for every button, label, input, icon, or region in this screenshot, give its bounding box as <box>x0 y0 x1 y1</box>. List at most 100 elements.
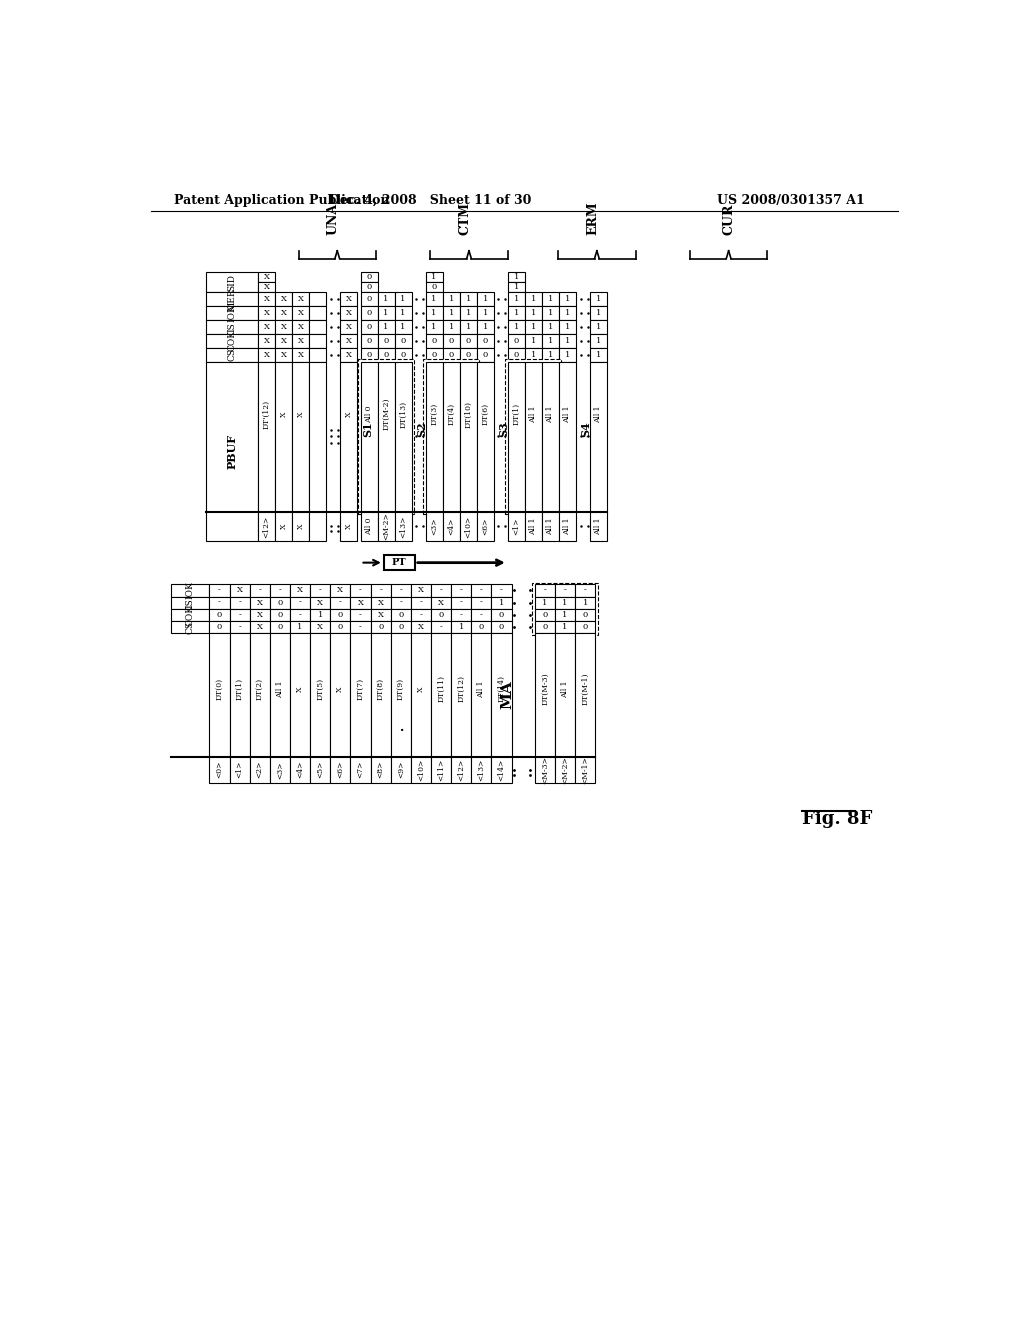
Bar <box>378 321 394 334</box>
Text: -: - <box>480 599 483 607</box>
Text: 0: 0 <box>400 351 406 359</box>
Bar <box>258 306 275 321</box>
Text: 1: 1 <box>482 296 488 304</box>
Bar <box>535 609 555 622</box>
Bar <box>171 622 209 634</box>
Text: 1: 1 <box>514 309 519 317</box>
Bar <box>331 609 350 622</box>
Text: IOK: IOK <box>185 581 195 599</box>
Text: SID: SID <box>227 273 237 290</box>
Text: X: X <box>281 296 287 304</box>
Bar <box>542 512 559 541</box>
Bar <box>340 334 357 348</box>
Bar <box>290 756 310 783</box>
Bar <box>508 334 524 348</box>
Text: <1>: <1> <box>512 517 520 535</box>
Bar <box>559 293 575 306</box>
Text: 0: 0 <box>482 351 487 359</box>
Text: 0: 0 <box>514 351 519 359</box>
Text: 0: 0 <box>278 623 283 631</box>
Bar <box>394 362 412 512</box>
Text: <6>: <6> <box>481 517 489 535</box>
Text: 0: 0 <box>466 337 471 345</box>
Text: 1: 1 <box>466 309 471 317</box>
Text: X: X <box>280 412 288 417</box>
Bar <box>258 293 275 306</box>
Text: 0: 0 <box>543 611 548 619</box>
Text: 0: 0 <box>499 623 504 631</box>
Text: 1: 1 <box>543 599 548 607</box>
Bar <box>442 334 460 348</box>
Text: DT'(12): DT'(12) <box>263 400 270 429</box>
Bar <box>426 272 442 282</box>
Text: 0: 0 <box>367 323 372 331</box>
Text: <10>: <10> <box>464 515 472 537</box>
Text: <M-2>: <M-2> <box>561 756 569 784</box>
Bar <box>542 321 559 334</box>
Bar <box>452 597 471 609</box>
Text: CS: CS <box>185 620 195 634</box>
Text: -: - <box>339 599 342 607</box>
Bar <box>535 622 555 634</box>
Text: X: X <box>317 599 324 607</box>
Bar <box>460 348 477 362</box>
Bar <box>290 622 310 634</box>
Bar <box>477 512 494 541</box>
Bar <box>270 609 290 622</box>
Text: All 1: All 1 <box>594 405 602 422</box>
Bar <box>258 321 275 334</box>
Bar <box>360 512 378 541</box>
Text: 0: 0 <box>499 611 504 619</box>
Bar <box>442 348 460 362</box>
Bar <box>206 348 258 362</box>
Bar <box>431 622 452 634</box>
Text: X: X <box>281 351 287 359</box>
Bar <box>460 512 477 541</box>
Bar <box>394 321 412 334</box>
Text: 0: 0 <box>400 337 406 345</box>
Bar <box>258 282 275 293</box>
Bar <box>275 348 292 362</box>
Text: <12>: <12> <box>263 515 270 537</box>
Text: 0: 0 <box>383 351 389 359</box>
Text: X: X <box>298 309 304 317</box>
Text: 0: 0 <box>367 309 372 317</box>
Text: 1: 1 <box>514 296 519 304</box>
Bar <box>391 609 411 622</box>
Bar <box>391 634 411 756</box>
Text: All 1: All 1 <box>529 405 538 422</box>
Text: DT(11): DT(11) <box>437 676 445 702</box>
Bar <box>250 597 270 609</box>
Bar <box>209 756 229 783</box>
Text: DT(M-1): DT(M-1) <box>582 673 589 705</box>
Bar <box>452 585 471 597</box>
Text: -: - <box>359 586 361 594</box>
Bar <box>209 585 229 597</box>
Text: X: X <box>346 309 352 317</box>
Text: 1: 1 <box>431 323 437 331</box>
Bar <box>292 306 309 321</box>
Text: All 1: All 1 <box>563 405 571 422</box>
Bar <box>426 282 442 293</box>
Bar <box>340 362 357 512</box>
Bar <box>524 362 542 512</box>
Text: 1: 1 <box>499 599 504 607</box>
Text: DT(10): DT(10) <box>464 401 472 428</box>
Text: -: - <box>480 611 483 619</box>
Text: MA: MA <box>501 681 515 709</box>
Text: X: X <box>264 323 269 331</box>
Bar <box>452 634 471 756</box>
Bar <box>340 348 357 362</box>
Text: IOK: IOK <box>227 304 237 322</box>
Bar <box>310 597 331 609</box>
Bar <box>229 585 250 597</box>
Text: S1: S1 <box>362 421 373 437</box>
Text: Fig. 8F: Fig. 8F <box>802 810 872 828</box>
Text: X: X <box>418 586 424 594</box>
Text: -: - <box>500 586 503 594</box>
Text: 0: 0 <box>367 296 372 304</box>
Bar <box>508 282 524 293</box>
Bar <box>555 634 575 756</box>
Text: CTM: CTM <box>459 202 472 235</box>
Text: X: X <box>346 296 352 304</box>
